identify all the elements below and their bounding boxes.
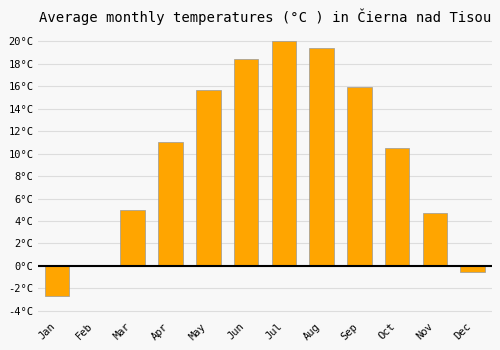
Bar (310, 48, 334, 266)
Bar (158, 142, 182, 266)
Bar (422, 213, 448, 266)
Bar (460, 266, 485, 272)
Bar (82, 265, 107, 266)
Bar (234, 60, 258, 266)
Bar (272, 41, 296, 266)
Bar (347, 88, 372, 266)
Bar (45, 266, 70, 296)
Bar (196, 90, 220, 266)
Bar (385, 148, 409, 266)
Title: Average monthly temperatures (°C ) in Čierna nad Tisou: Average monthly temperatures (°C ) in Či… (39, 8, 491, 25)
Bar (120, 210, 145, 266)
